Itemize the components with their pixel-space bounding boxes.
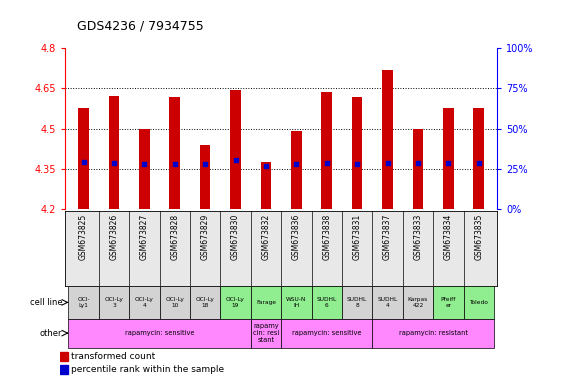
Text: GSM673825: GSM673825: [79, 214, 88, 260]
Bar: [68, 286, 99, 319]
Bar: [463, 286, 494, 319]
Bar: [412, 129, 423, 209]
Bar: [68, 319, 250, 348]
Bar: [281, 319, 373, 348]
Bar: [99, 286, 129, 319]
Bar: [373, 319, 494, 348]
Bar: [382, 70, 393, 209]
Text: GSM673830: GSM673830: [231, 214, 240, 260]
Text: OCI-Ly
19: OCI-Ly 19: [226, 297, 245, 308]
Text: GSM673828: GSM673828: [170, 214, 179, 260]
Bar: [220, 286, 250, 319]
Bar: [433, 286, 463, 319]
Text: GSM673827: GSM673827: [140, 214, 149, 260]
Text: GSM673826: GSM673826: [110, 214, 119, 260]
Text: Farage: Farage: [256, 300, 276, 305]
Text: GSM673838: GSM673838: [322, 214, 331, 260]
Text: GSM673829: GSM673829: [201, 214, 210, 260]
Text: GSM673833: GSM673833: [414, 214, 423, 260]
Text: rapamycin: resistant: rapamycin: resistant: [399, 330, 467, 336]
Text: rapamycin: sensitive: rapamycin: sensitive: [125, 330, 194, 336]
Text: rapamy
cin: resi
stant: rapamy cin: resi stant: [253, 323, 279, 343]
Text: GDS4236 / 7934755: GDS4236 / 7934755: [77, 20, 203, 33]
Bar: [108, 96, 119, 209]
Text: Karpas
422: Karpas 422: [408, 297, 428, 308]
Text: OCI-Ly
4: OCI-Ly 4: [135, 297, 154, 308]
Text: GSM673832: GSM673832: [261, 214, 270, 260]
Bar: [261, 162, 272, 209]
Text: SUDHL
8: SUDHL 8: [347, 297, 367, 308]
Text: GSM673837: GSM673837: [383, 214, 392, 260]
Text: GSM673831: GSM673831: [353, 214, 362, 260]
Bar: [200, 145, 211, 209]
Text: GSM673836: GSM673836: [292, 214, 301, 260]
Text: other: other: [40, 329, 62, 338]
Bar: [291, 131, 302, 209]
Bar: [169, 97, 180, 209]
Text: percentile rank within the sample: percentile rank within the sample: [72, 365, 224, 374]
Text: Pfeiff
er: Pfeiff er: [441, 297, 456, 308]
Text: transformed count: transformed count: [72, 352, 156, 361]
Bar: [190, 286, 220, 319]
Bar: [443, 109, 454, 209]
Bar: [250, 286, 281, 319]
Text: GSM673834: GSM673834: [444, 214, 453, 260]
Bar: [321, 93, 332, 209]
Bar: [281, 286, 312, 319]
Bar: [160, 286, 190, 319]
Text: GSM673835: GSM673835: [474, 214, 483, 260]
Bar: [352, 97, 362, 209]
Bar: [60, 352, 68, 361]
Bar: [342, 286, 373, 319]
Bar: [403, 286, 433, 319]
Bar: [474, 109, 484, 209]
Text: Toledo: Toledo: [469, 300, 488, 305]
Text: OCI-
Ly1: OCI- Ly1: [77, 297, 90, 308]
Text: OCI-Ly
18: OCI-Ly 18: [196, 297, 215, 308]
Bar: [312, 286, 342, 319]
Bar: [373, 286, 403, 319]
Text: OCI-Ly
3: OCI-Ly 3: [105, 297, 123, 308]
Bar: [230, 90, 241, 209]
Text: OCI-Ly
10: OCI-Ly 10: [165, 297, 184, 308]
Bar: [60, 365, 68, 374]
Text: SUDHL
6: SUDHL 6: [316, 297, 337, 308]
Bar: [250, 319, 281, 348]
Bar: [139, 129, 150, 209]
Text: cell line: cell line: [30, 298, 62, 307]
Bar: [129, 286, 160, 319]
Bar: [78, 109, 89, 209]
Text: rapamycin: sensitive: rapamycin: sensitive: [292, 330, 361, 336]
Text: SUDHL
4: SUDHL 4: [377, 297, 398, 308]
Text: WSU-N
IH: WSU-N IH: [286, 297, 307, 308]
